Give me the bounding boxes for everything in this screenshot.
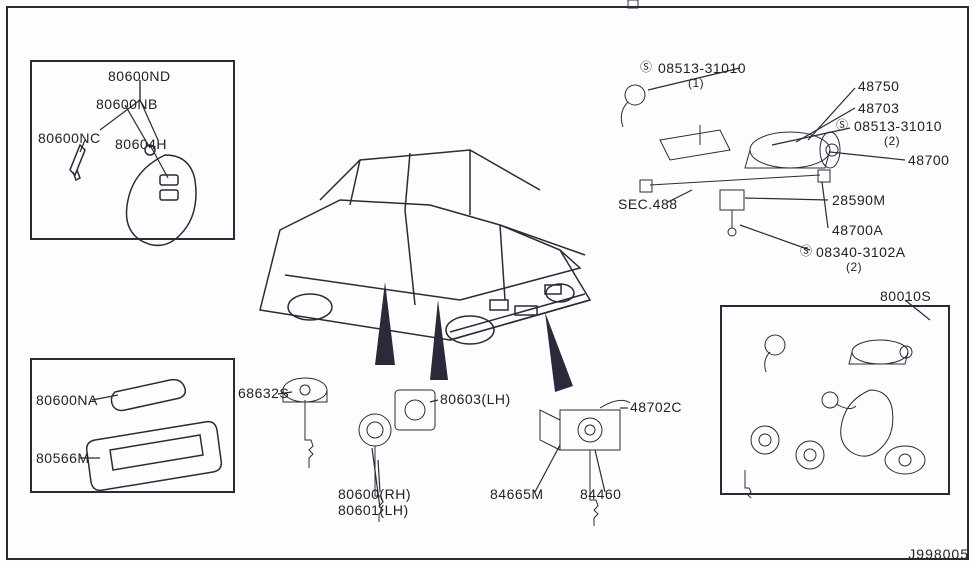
label-48703: 48703 (858, 100, 899, 116)
label-08513b: 08513-31010 (854, 118, 942, 134)
box-bottom-right (720, 305, 950, 495)
label-80010s: 80010S (880, 288, 931, 304)
label-08513b-p: (2) (884, 134, 900, 148)
label-84665m: 84665M (490, 486, 544, 502)
label-80601lh: 80601(LH) (338, 502, 409, 518)
label-80600nb: 80600NB (96, 96, 158, 112)
label-80604h: 80604H (115, 136, 167, 152)
label-s-glyph-c: Ⓢ (800, 242, 813, 259)
label-48700a: 48700A (832, 222, 883, 238)
label-08340-p: (2) (846, 260, 862, 274)
label-80600na: 80600NA (36, 392, 98, 408)
diagram-code: J998005 (908, 546, 969, 562)
label-80600nd: 80600ND (108, 68, 171, 84)
label-s-glyph-a: Ⓢ (640, 58, 653, 75)
label-08513a: 08513-31010 (658, 60, 746, 76)
label-sec488: SEC.488 (618, 196, 678, 212)
label-48700: 48700 (908, 152, 949, 168)
label-80566m: 80566M (36, 450, 90, 466)
label-s-glyph-b: Ⓢ (836, 116, 849, 133)
label-08340: 08340-3102A (816, 244, 906, 260)
label-48750: 48750 (858, 78, 899, 94)
label-80603lh: 80603(LH) (440, 391, 511, 407)
label-80600rh: 80600(RH) (338, 486, 411, 502)
label-08513a-p: (1) (688, 76, 704, 90)
box-bottom-left (30, 358, 235, 493)
label-68632s: 68632S (238, 385, 289, 401)
label-28590m: 28590M (832, 192, 886, 208)
label-80600nc: 80600NC (38, 130, 101, 146)
label-84460: 84460 (580, 486, 621, 502)
label-48702c: 48702C (630, 399, 682, 415)
